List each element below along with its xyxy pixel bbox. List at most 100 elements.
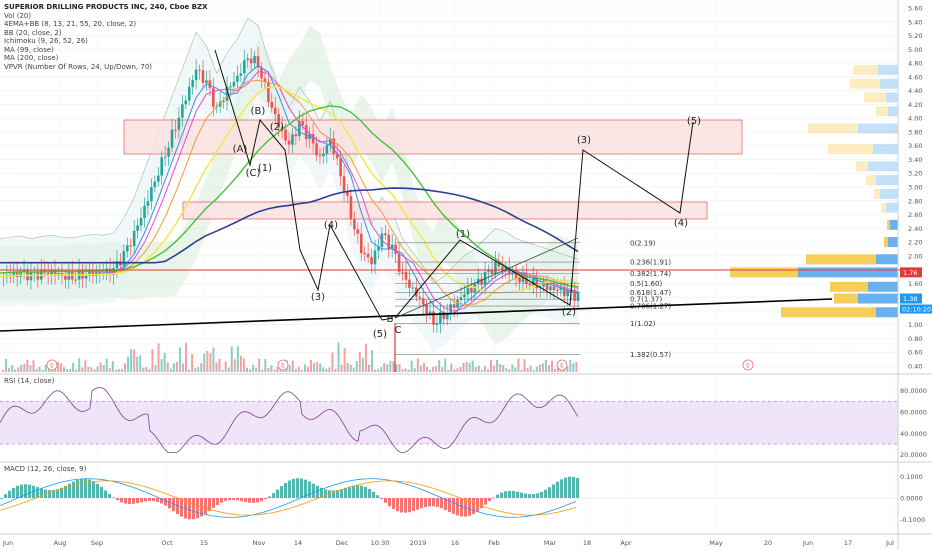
candle-body xyxy=(208,80,212,89)
macd-histogram-bar xyxy=(552,484,555,498)
candle-body xyxy=(298,121,301,137)
volume-bar xyxy=(547,365,550,372)
volume-bar xyxy=(480,369,483,372)
fib-level-label: 0(2.19) xyxy=(630,239,656,247)
candle-body xyxy=(198,69,201,71)
macd-histogram-bar xyxy=(40,488,43,498)
candle-body xyxy=(263,78,267,82)
macd-histogram-bar xyxy=(332,490,335,498)
macd-histogram-bar xyxy=(440,498,443,509)
volume-bar xyxy=(221,369,224,372)
volume-bar xyxy=(325,368,328,372)
macd-histogram-bar xyxy=(120,498,123,503)
legend-line[interactable]: MA (99, close) xyxy=(4,45,54,54)
volume-bar xyxy=(166,362,169,372)
volume-bar xyxy=(535,366,538,372)
volume-bar xyxy=(316,361,319,372)
vpvr-up-bar xyxy=(878,64,898,75)
macd-histogram-bar xyxy=(560,479,563,498)
time-tick-label: 2019 xyxy=(410,539,427,547)
volume-bar xyxy=(38,366,41,372)
candle-body xyxy=(46,272,50,276)
volume-bar xyxy=(407,369,410,372)
vpvr-down-bar xyxy=(828,144,873,155)
macd-histogram-bar xyxy=(212,498,215,508)
legend-line[interactable]: MA (200, close) xyxy=(4,54,59,62)
volume-bar xyxy=(114,369,117,372)
macd-label[interactable]: MACD (12, 26, close, 9) xyxy=(4,465,87,473)
volume-bar xyxy=(313,363,316,372)
time-tick-label: Aug xyxy=(54,539,67,547)
volume-bar xyxy=(419,365,422,372)
volume-bar xyxy=(78,358,81,372)
macd-histogram-bar xyxy=(480,498,483,509)
volume-bar xyxy=(468,362,471,372)
volume-bar xyxy=(203,353,206,372)
vpvr-up-bar xyxy=(886,202,898,213)
wave-label: (B) xyxy=(251,106,266,117)
rsi-label[interactable]: RSI (14, close) xyxy=(4,377,55,385)
candle-body xyxy=(156,175,160,182)
macd-histogram-bar xyxy=(100,486,103,498)
support-trendline[interactable] xyxy=(0,298,833,332)
candle-body xyxy=(315,143,318,156)
candle-body xyxy=(528,283,532,286)
time-axis[interactable]: Jun Aug Sep Oct 15 Nov 14 Dec 10:30 2019 16 Feb Mar 1… xyxy=(2,539,894,547)
legend-line[interactable]: BB (20, close, 2) xyxy=(4,28,62,37)
volume-bar xyxy=(569,359,572,372)
volume-bar xyxy=(520,369,523,372)
volume-bar xyxy=(255,367,258,372)
volume-bar xyxy=(136,356,139,372)
candle-body xyxy=(205,80,208,83)
volume-bar xyxy=(261,369,264,372)
price-tick-label: 5.20 xyxy=(908,32,922,40)
volume-bar xyxy=(526,368,529,372)
price-tick-label: 1.00 xyxy=(908,321,922,329)
legend-line[interactable]: Vol (20) xyxy=(4,11,32,20)
volume-bar xyxy=(99,362,102,372)
price-axis[interactable]: 5.60 5.40 5.20 5.00 4.80 4.60 4.40 4.20 4.00 3.80… xyxy=(900,5,932,524)
macd-histogram-bar xyxy=(340,489,343,498)
candle-body xyxy=(552,286,556,290)
candle-body xyxy=(328,138,332,146)
candle-body xyxy=(246,58,250,61)
fib-level-label: 1(1.02) xyxy=(630,320,656,328)
candle-body xyxy=(50,270,53,276)
volume-bar xyxy=(258,358,261,372)
wave-label: (5) xyxy=(687,116,701,127)
volume-bar xyxy=(270,365,273,372)
candle-body xyxy=(318,155,322,157)
legend-line[interactable]: 4EMA+BB (8, 13, 21, 55, 20, close, 2) xyxy=(4,20,137,28)
volume-bar xyxy=(453,369,456,372)
price-tick-label: 2.80 xyxy=(908,197,922,205)
candle-body xyxy=(291,134,294,145)
price-tick-label: 3.60 xyxy=(908,142,922,150)
elliott-wave-drawings[interactable]: (A)(B)(C)(1)(2)(3)(4)(5)BC(1)(2)(3)(4)(5… xyxy=(214,49,701,340)
legend-line[interactable]: Ichimoku (9, 26, 52, 26) xyxy=(4,37,88,45)
ma-200-line xyxy=(0,187,579,264)
macd-histogram-bar xyxy=(132,498,135,504)
candle-body xyxy=(332,138,336,155)
candle-body xyxy=(535,277,539,289)
candle-body xyxy=(432,311,435,325)
macd-histogram-bar xyxy=(228,498,231,501)
macd-histogram-bar xyxy=(528,494,531,498)
volume-bar xyxy=(523,359,526,372)
macd-histogram-bar xyxy=(488,498,491,501)
candle-body xyxy=(421,298,425,305)
fib-level-label: 1.382(0.57) xyxy=(630,351,671,359)
candle-body xyxy=(270,102,274,108)
legend-line[interactable]: VPVR (Number Of Rows, 24, Up/Down, 70) xyxy=(4,62,153,71)
candle-body xyxy=(480,278,483,285)
resistance-zone-upper[interactable] xyxy=(123,119,743,155)
volume-bar xyxy=(444,358,447,372)
candle-body xyxy=(466,287,470,295)
macd-histogram-bar xyxy=(208,498,211,511)
macd-histogram-bar xyxy=(4,494,7,498)
vpvr-down-bar xyxy=(864,92,886,103)
macd-histogram-bar xyxy=(20,484,23,498)
candle-body xyxy=(487,269,490,272)
macd-histogram-bar xyxy=(380,498,383,500)
macd-histogram-bar xyxy=(420,498,423,509)
